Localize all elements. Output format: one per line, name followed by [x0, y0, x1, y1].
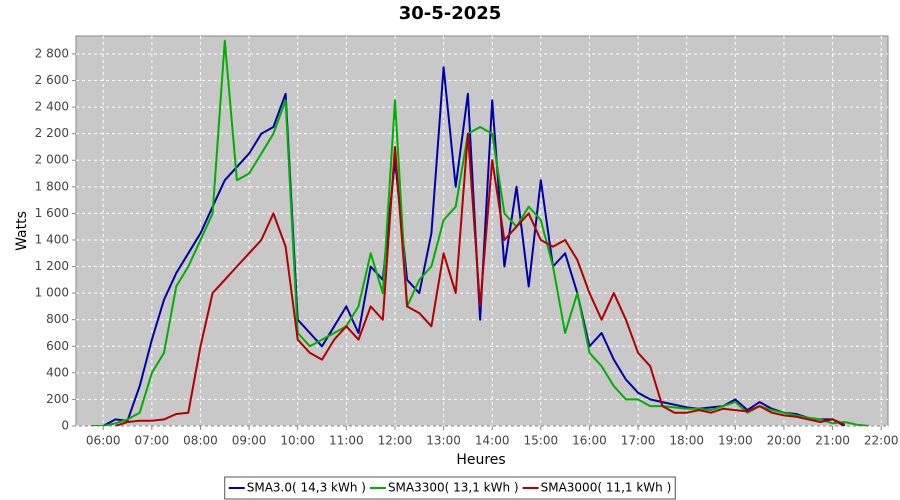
y-tick-label: 400: [46, 365, 69, 379]
x-tick-label: 14:00: [475, 434, 510, 448]
x-tick-label: 10:00: [280, 434, 315, 448]
x-tick-label: 13:00: [426, 434, 461, 448]
y-tick-label: 1 000: [35, 286, 69, 300]
legend: SMA3.0( 14,3 kWh ) SMA3300( 13,1 kWh ) SMA…: [224, 476, 676, 500]
series-line: [91, 39, 870, 426]
y-tick-label: 0: [61, 419, 69, 433]
y-tick-label: 200: [46, 392, 69, 406]
legend-box: [224, 476, 676, 500]
y-tick-label: 1 600: [35, 206, 69, 220]
y-tick-label: 2 800: [35, 46, 69, 60]
legend-item: SMA3300( 13,1 kWh ): [369, 481, 519, 495]
y-tick-label: 1 200: [35, 259, 69, 273]
legend-label: SMA3000( 11,1 kWh ): [541, 481, 672, 495]
plot-area: [75, 35, 889, 427]
y-tick-label: 600: [46, 339, 69, 353]
series-line: [115, 132, 846, 426]
x-tick-label: 16:00: [572, 434, 607, 448]
x-tick-label: 18:00: [669, 434, 704, 448]
x-tick-label: 09:00: [232, 434, 267, 448]
y-tick-label: 800: [46, 312, 69, 326]
x-tick-label: 15:00: [524, 434, 559, 448]
y-tick-label: 1 800: [35, 179, 69, 193]
x-tick-label: 07:00: [135, 434, 170, 448]
plot: [76, 36, 888, 427]
x-tick-label: 06:00: [86, 434, 121, 448]
x-tick-label: 11:00: [329, 434, 364, 448]
x-tick-label: 17:00: [621, 434, 656, 448]
y-tick-label: 2 200: [35, 126, 69, 140]
legend-item: SMA3000( 11,1 kWh ): [522, 481, 672, 495]
legend-label: SMA3300( 13,1 kWh ): [388, 481, 519, 495]
x-tick-label: 08:00: [183, 434, 218, 448]
chart-title: 30-5-2025: [399, 3, 502, 24]
x-tick-label: 12:00: [378, 434, 413, 448]
y-tick-label: 2 400: [35, 100, 69, 114]
x-tick-label: 20:00: [767, 434, 802, 448]
y-tick-label: 2 600: [35, 73, 69, 87]
y-tick-label: 1 400: [35, 232, 69, 246]
x-tick-label: 21:00: [815, 434, 850, 448]
legend-label: SMA3.0( 14,3 kWh ): [247, 481, 366, 495]
x-tick-label: 22:00: [864, 434, 899, 448]
y-tick-label: 2 000: [35, 153, 69, 167]
y-axis-label: Watts: [14, 211, 30, 251]
legend-item: SMA3.0( 14,3 kWh ): [228, 481, 366, 495]
x-tick-label: 19:00: [718, 434, 753, 448]
x-axis-label: Heures: [456, 452, 505, 468]
